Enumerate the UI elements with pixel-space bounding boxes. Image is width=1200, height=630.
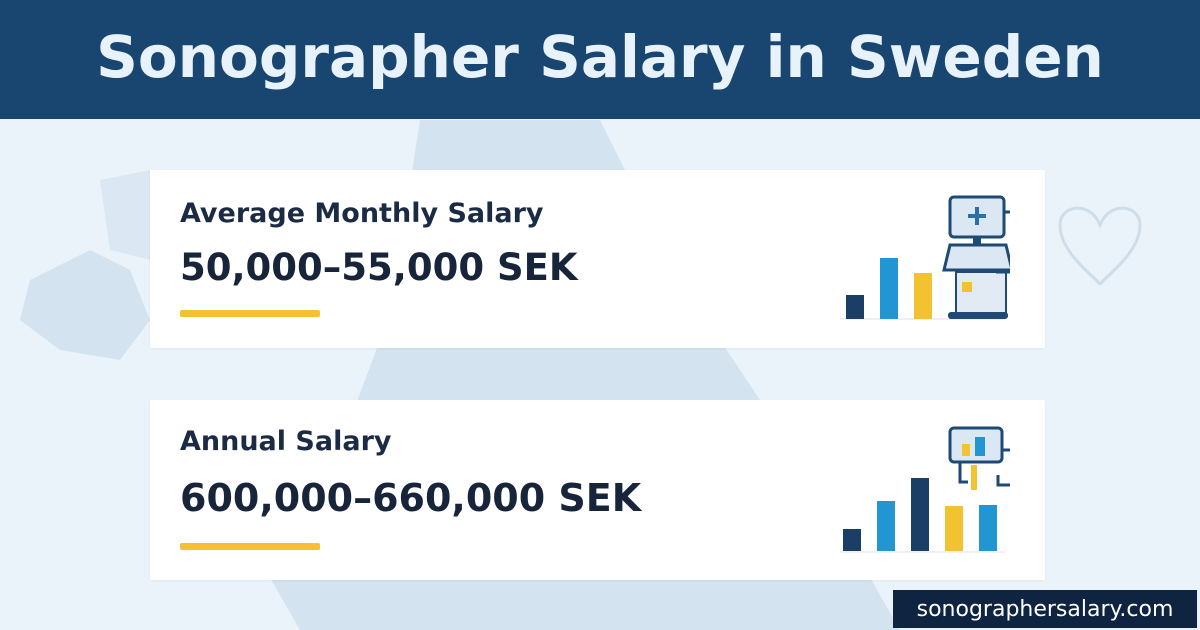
site-watermark: sonographersalary.com [893, 590, 1197, 628]
page-title: Sonographer Salary in Sweden [96, 22, 1104, 91]
annual-salary-card: Annual Salary 600,000–660,000 SEK [150, 400, 1045, 580]
card-label: Annual Salary [180, 426, 392, 457]
ultrasound-machine-icon [840, 195, 1010, 320]
card-value: 600,000–660,000 SEK [180, 476, 642, 520]
monthly-salary-card: Average Monthly Salary 50,000–55,000 SEK [150, 170, 1045, 348]
accent-underline [180, 543, 320, 550]
accent-underline [180, 310, 320, 317]
card-value: 50,000–55,000 SEK [180, 246, 578, 289]
header: Sonographer Salary in Sweden [0, 0, 1200, 119]
ultrasound-monitor-icon [840, 426, 1010, 553]
card-label: Average Monthly Salary [180, 198, 544, 229]
